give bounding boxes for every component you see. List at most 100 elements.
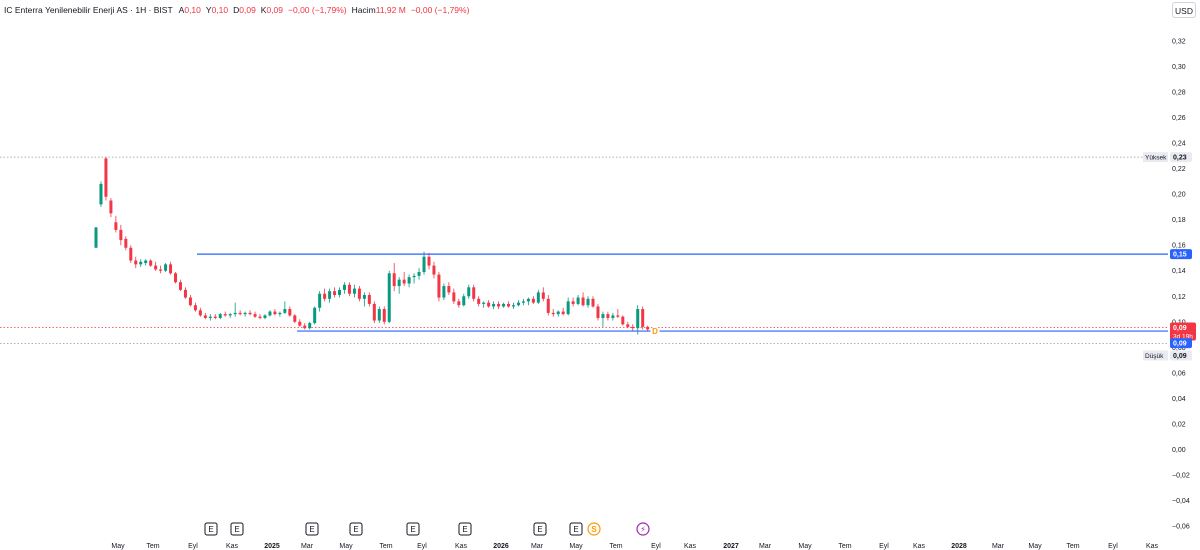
- candle-body: [333, 291, 337, 295]
- price-tick: 0,06: [1172, 370, 1186, 377]
- earnings-event-icon[interactable]: E: [406, 522, 420, 536]
- svg-text:⚡: ⚡: [640, 525, 646, 534]
- open-value: 0,10: [184, 5, 201, 15]
- earnings-event-icon[interactable]: E: [305, 522, 319, 536]
- candle-body: [323, 293, 327, 299]
- candles: [94, 157, 650, 335]
- svg-text:E: E: [309, 525, 314, 534]
- candle-body: [218, 314, 222, 318]
- price-tick: 0,00: [1172, 447, 1186, 454]
- candle-body: [457, 301, 461, 306]
- candle-body: [646, 326, 650, 330]
- resistance-badge: 0,15: [1170, 249, 1192, 260]
- candle-body: [144, 260, 148, 264]
- horizontal-lines: D: [197, 253, 1168, 336]
- earnings-event-icon[interactable]: E: [569, 522, 583, 536]
- earnings-event-icon[interactable]: E: [349, 522, 363, 536]
- time-tick: Tem: [1066, 543, 1079, 550]
- time-tick: Kas: [1146, 543, 1159, 550]
- time-tick: 2025: [264, 543, 280, 550]
- candle-body: [124, 238, 128, 248]
- candle-body: [581, 297, 585, 306]
- split-event-icon[interactable]: ⚡: [636, 522, 650, 536]
- time-tick: Mar: [531, 543, 544, 550]
- candle-body: [442, 286, 446, 298]
- candle-body: [352, 288, 356, 294]
- price-tick: 0,04: [1172, 396, 1186, 403]
- low-value-badge: 0,09: [1170, 350, 1192, 361]
- candle-body: [104, 158, 108, 197]
- price-tick: 0,02: [1172, 421, 1186, 428]
- time-tick: Eyl: [1108, 543, 1118, 550]
- earnings-event-icon[interactable]: E: [230, 522, 244, 536]
- candle-body: [94, 227, 98, 248]
- candle-body: [114, 222, 118, 230]
- symbol-title[interactable]: IC Enterra Yenilenebilir Enerji AS · 1H …: [4, 5, 173, 15]
- time-tick: 2026: [493, 543, 509, 550]
- candle-body: [109, 200, 113, 214]
- candle-body: [372, 303, 376, 321]
- price-tick: 0,20: [1172, 192, 1186, 199]
- candle-body: [616, 315, 620, 317]
- candle-body: [551, 312, 555, 315]
- time-tick: May: [1028, 543, 1042, 550]
- svg-text:0,09: 0,09: [1173, 341, 1187, 348]
- candle-body: [591, 298, 595, 307]
- candle-body: [402, 279, 406, 284]
- low-label: D: [233, 5, 240, 15]
- time-tick: May: [111, 543, 125, 550]
- time-tick: 2027: [723, 543, 739, 550]
- high-label-bg: [1143, 152, 1168, 163]
- candle-body: [174, 273, 178, 283]
- dividend-event-icon[interactable]: S: [587, 522, 601, 536]
- low-label-bg: [1143, 350, 1168, 361]
- candle-body: [129, 247, 133, 261]
- earnings-event-icon[interactable]: E: [458, 522, 472, 536]
- candle-body: [511, 305, 515, 307]
- time-tick: Eyl: [188, 543, 198, 550]
- candle-body: [516, 302, 520, 306]
- marker-d-bg: [650, 326, 660, 336]
- svg-text:E: E: [410, 525, 415, 534]
- candle-body: [492, 303, 496, 307]
- svg-text:E: E: [537, 525, 542, 534]
- svg-text:S: S: [591, 525, 597, 534]
- candle-body: [169, 264, 173, 274]
- price-tick: −0,06: [1172, 524, 1190, 531]
- candle-body: [362, 294, 366, 299]
- candle-body: [507, 303, 511, 307]
- candle-body: [253, 314, 257, 317]
- candle-body: [347, 284, 351, 294]
- candle-body: [541, 292, 545, 299]
- candle-body: [298, 321, 302, 326]
- high-label: Yüksek: [1145, 155, 1167, 162]
- volume-change: −0,00 (−1,79%): [410, 5, 470, 15]
- svg-text:E: E: [573, 525, 578, 534]
- candle-body: [99, 183, 103, 205]
- candle-body: [303, 325, 307, 329]
- chart-guides: [0, 156, 1168, 344]
- high-label: Y: [205, 5, 212, 15]
- currency-button[interactable]: USD: [1172, 2, 1196, 18]
- close-value: 0,09: [266, 5, 284, 15]
- time-tick: May: [569, 543, 583, 550]
- candle-body: [641, 309, 645, 327]
- earnings-event-icon[interactable]: E: [204, 522, 218, 536]
- price-tick: 0,08: [1172, 345, 1186, 352]
- candle-body: [631, 326, 635, 329]
- candle-body: [382, 309, 386, 322]
- candle-body: [357, 288, 361, 299]
- low-label: Düşük: [1145, 353, 1164, 360]
- price-axis: 0,32 0,30 0,28 0,26 0,24 0,22 0,20 0,18 0,16 0,14…: [1143, 39, 1196, 531]
- candle-body: [263, 315, 267, 318]
- time-tick: Tem: [379, 543, 392, 550]
- candle-body: [328, 291, 332, 299]
- high-value: 0,10: [211, 5, 229, 15]
- candle-body: [367, 294, 371, 304]
- time-tick: Kas: [913, 543, 926, 550]
- earnings-event-icon[interactable]: E: [533, 522, 547, 536]
- time-tick: May: [798, 543, 812, 550]
- candle-body: [193, 305, 197, 311]
- time-tick: Eyl: [879, 543, 889, 550]
